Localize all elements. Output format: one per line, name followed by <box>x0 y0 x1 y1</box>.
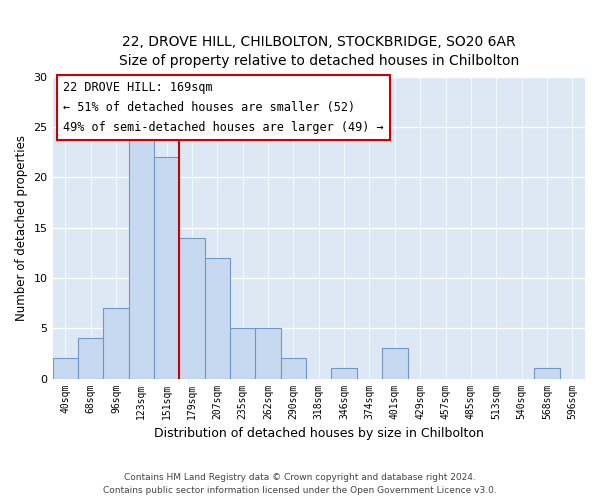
Bar <box>128 137 154 378</box>
Bar <box>382 348 407 378</box>
Text: 22 DROVE HILL: 169sqm
← 51% of detached houses are smaller (52)
49% of semi-deta: 22 DROVE HILL: 169sqm ← 51% of detached … <box>63 81 384 134</box>
Text: Contains HM Land Registry data © Crown copyright and database right 2024.
Contai: Contains HM Land Registry data © Crown c… <box>103 473 497 495</box>
Bar <box>331 368 357 378</box>
Bar <box>205 258 230 378</box>
Bar <box>534 368 560 378</box>
Bar <box>230 328 256 378</box>
Bar <box>281 358 306 378</box>
Bar <box>78 338 103 378</box>
X-axis label: Distribution of detached houses by size in Chilbolton: Distribution of detached houses by size … <box>154 427 484 440</box>
Title: 22, DROVE HILL, CHILBOLTON, STOCKBRIDGE, SO20 6AR
Size of property relative to d: 22, DROVE HILL, CHILBOLTON, STOCKBRIDGE,… <box>119 35 519 68</box>
Y-axis label: Number of detached properties: Number of detached properties <box>15 134 28 320</box>
Bar <box>53 358 78 378</box>
Bar <box>154 157 179 378</box>
Bar <box>179 238 205 378</box>
Bar <box>103 308 128 378</box>
Bar <box>256 328 281 378</box>
